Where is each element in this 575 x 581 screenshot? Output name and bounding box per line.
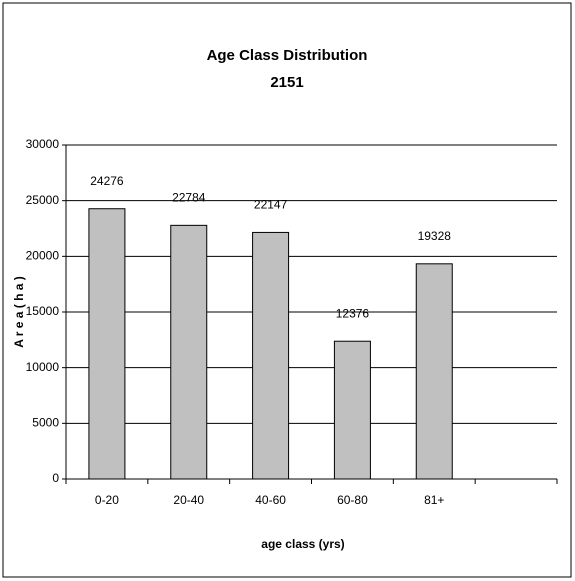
y-tick-label: 10000 <box>26 360 60 374</box>
bar <box>252 231 290 480</box>
y-tick-label: 15000 <box>26 304 60 318</box>
x-axis-label: age class (yrs) <box>261 537 344 551</box>
y-tick-label: 30000 <box>26 137 60 151</box>
bar <box>415 263 453 480</box>
y-axis-label: A r e a ( h a ) <box>12 276 26 348</box>
x-tick-label: 60-80 <box>337 493 368 507</box>
y-tick-label: 25000 <box>26 193 60 207</box>
y-tick-label: 20000 <box>26 249 60 263</box>
x-tick-label: 20-40 <box>173 493 204 507</box>
chart-title: Age Class Distribution <box>207 47 368 64</box>
x-tick-label: 0-20 <box>95 493 119 507</box>
data-label: 19328 <box>418 229 452 243</box>
data-label: 24276 <box>90 174 124 188</box>
y-tick-label: 5000 <box>32 416 59 430</box>
chart-subtitle: 2151 <box>270 74 303 91</box>
bar <box>170 224 208 480</box>
data-label: 22147 <box>254 198 288 212</box>
bar <box>88 208 126 480</box>
x-tick-label: 81+ <box>424 493 444 507</box>
data-label: 22784 <box>172 191 206 205</box>
y-tick-label: 0 <box>52 471 59 485</box>
x-tick-label: 40-60 <box>255 493 286 507</box>
bar <box>333 340 371 480</box>
data-label: 12376 <box>336 306 370 320</box>
